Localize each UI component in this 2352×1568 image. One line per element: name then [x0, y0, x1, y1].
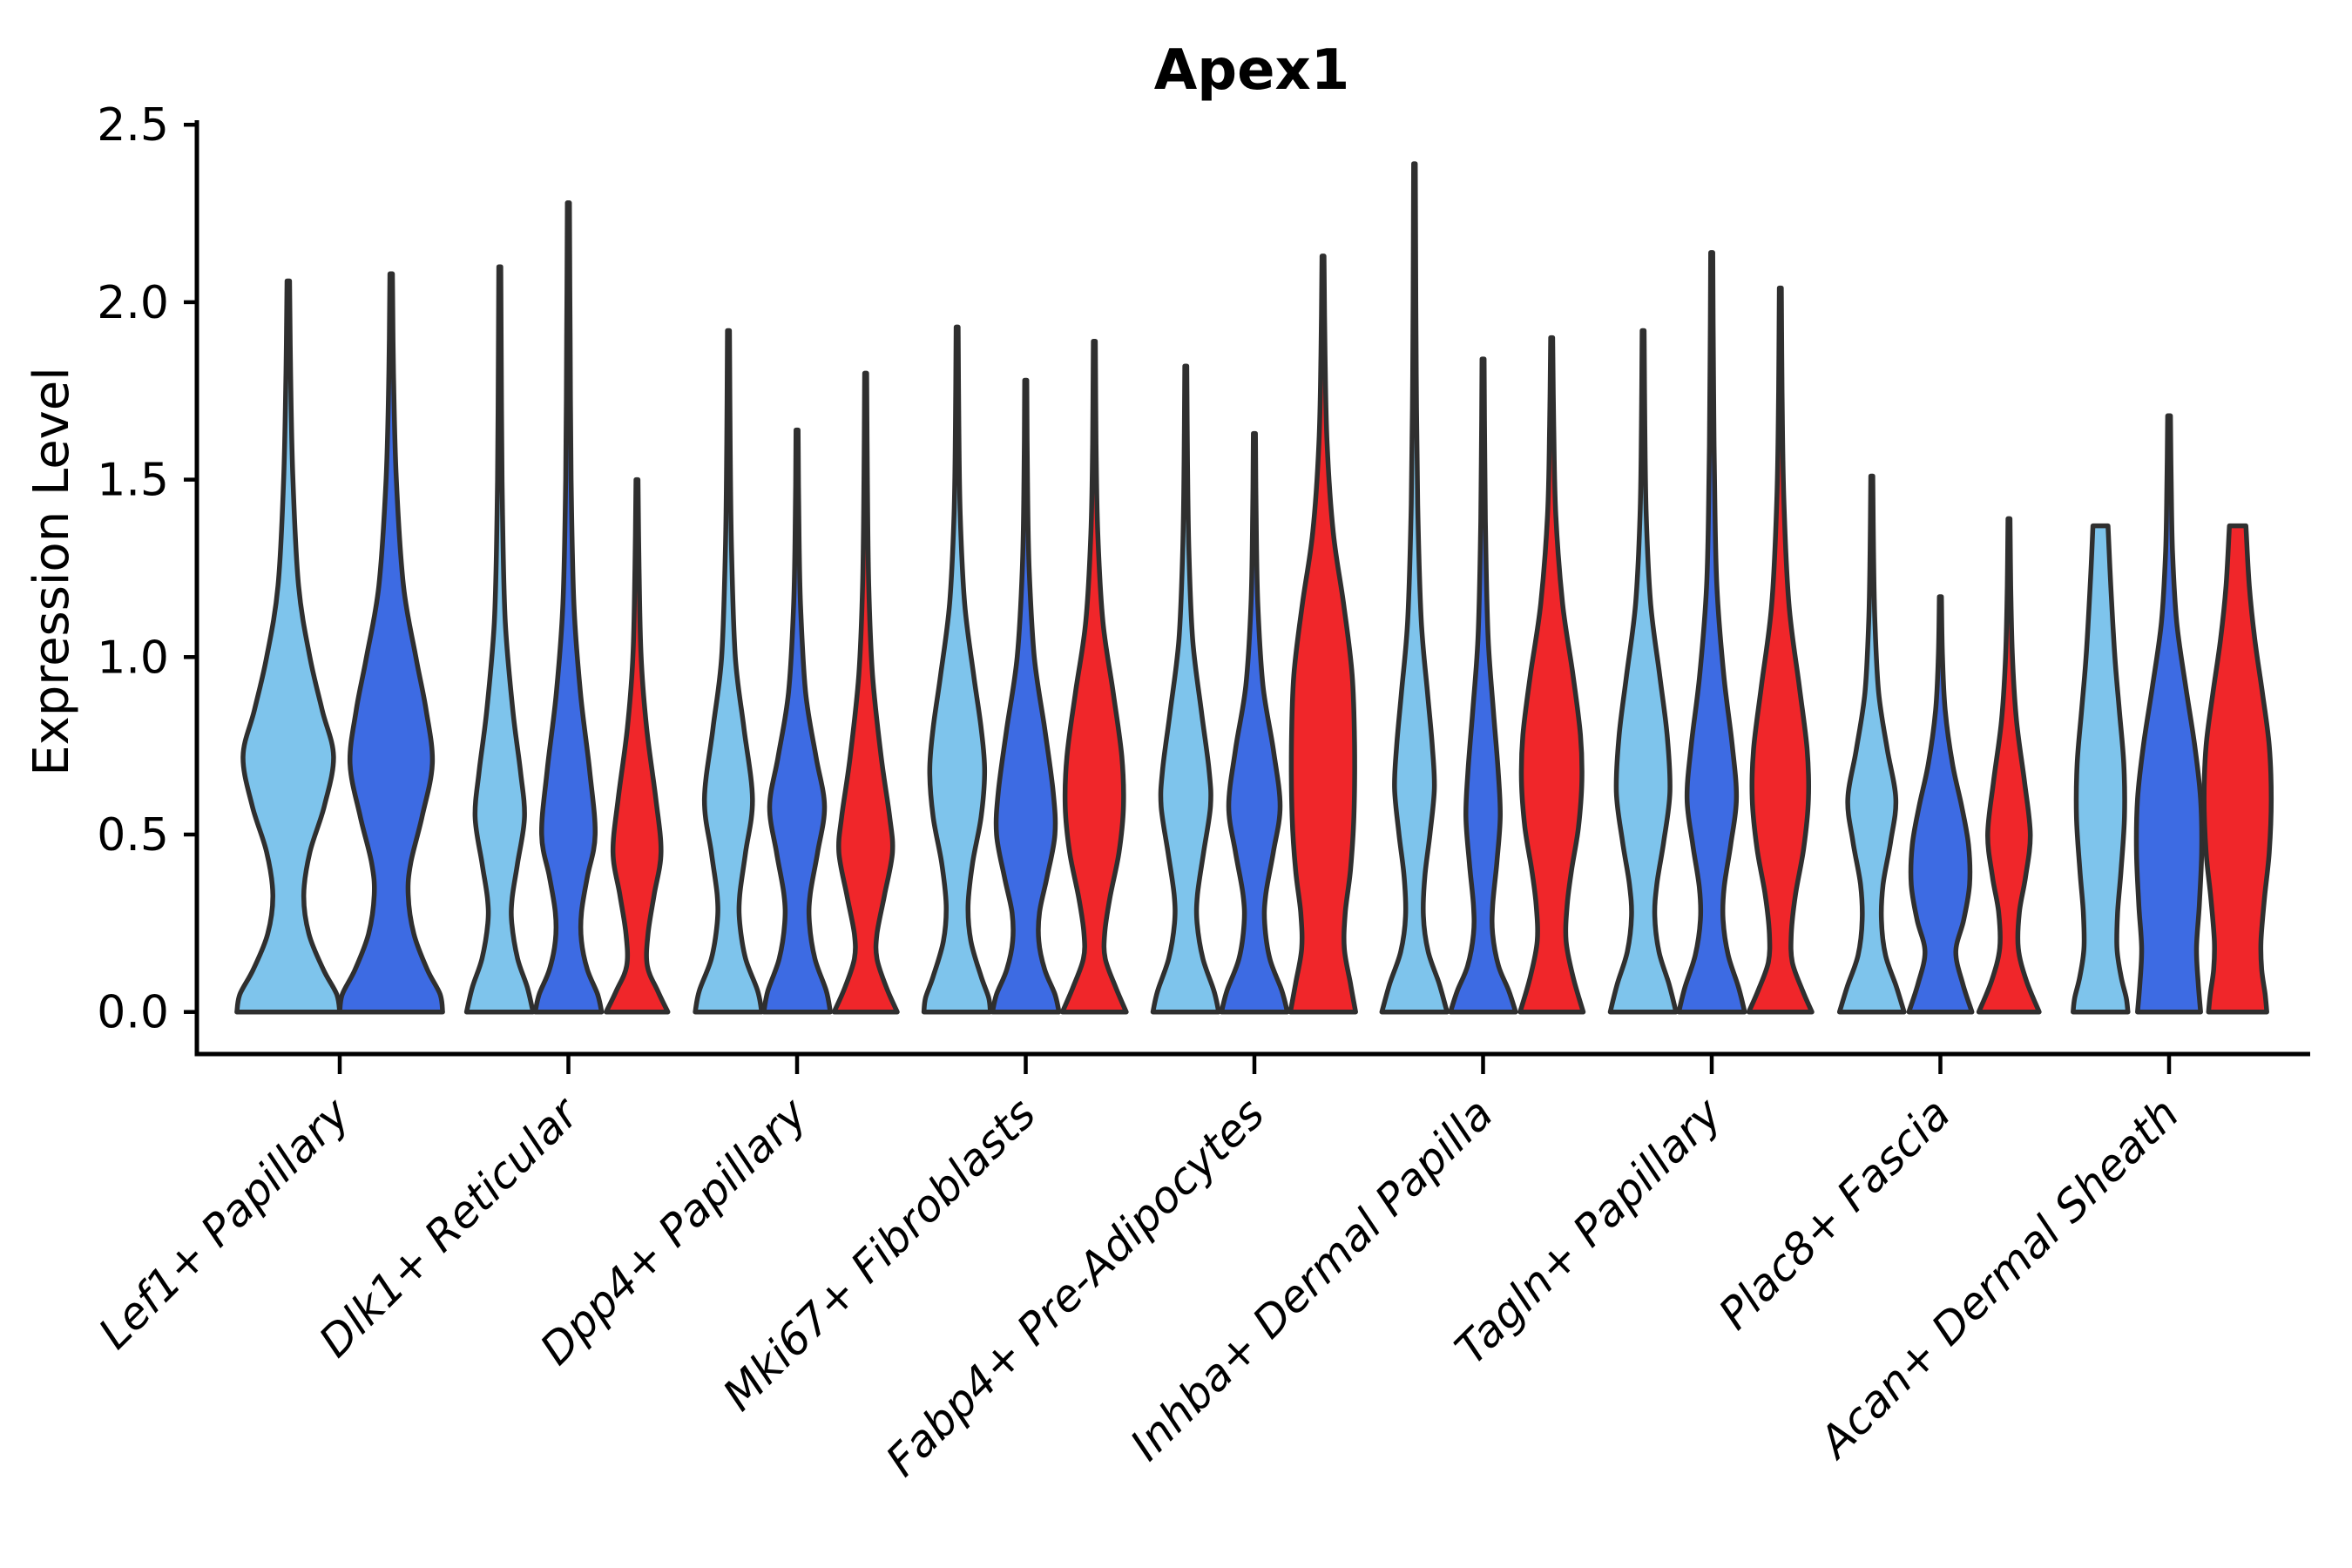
violin-light_blue [921, 324, 993, 1015]
x-tick-label: Lef1+ Papillary [89, 1087, 360, 1358]
violins-layer [234, 161, 2274, 1015]
y-tick-label: 2.5 [97, 99, 169, 152]
violin-dark_blue [761, 427, 833, 1015]
violin-dark_blue [1448, 356, 1518, 1015]
y-tick-label: 2.0 [97, 277, 169, 329]
violin-light_blue [1379, 161, 1450, 1015]
x-tick-label: Acan+ Dermal Sheath [1808, 1088, 2189, 1469]
violin-red [1288, 253, 1358, 1015]
violin-red [1976, 516, 2042, 1015]
x-tick-label: Inhba+ Dermal Papilla [1121, 1088, 1503, 1470]
y-axis-label: Expression Level [24, 367, 80, 776]
axes-layer [184, 120, 2310, 1074]
violin-red [2201, 523, 2274, 1015]
violin-dark_blue [1906, 594, 1975, 1015]
violin-light_blue [693, 328, 765, 1015]
y-tick-label: 0.0 [97, 987, 169, 1039]
violin-dark_blue [990, 377, 1062, 1015]
y-tick-label: 0.5 [97, 809, 169, 862]
violin-dark_blue [532, 200, 605, 1015]
violin-light_blue [1836, 473, 1907, 1015]
violin-dark_blue [1219, 430, 1290, 1015]
plot-title: Apex1 [1154, 38, 1350, 103]
y-tick-label: 1.5 [97, 455, 169, 507]
x-tick-label: Plac8+ Fascia [1709, 1088, 1960, 1339]
violin-red [831, 370, 900, 1015]
violin-dark_blue [337, 271, 445, 1015]
violin-red [1517, 335, 1586, 1015]
violin-light_blue [463, 264, 536, 1015]
violin-dark_blue [1676, 250, 1747, 1015]
violin-light_blue [234, 278, 342, 1015]
violin-red [604, 476, 671, 1015]
violin-light_blue [2071, 523, 2131, 1015]
violin-light_blue [1607, 328, 1679, 1015]
violin-red [1059, 338, 1129, 1015]
x-tick-label: Fabp4+ Pre-Adipocytes [876, 1088, 1274, 1486]
violin-red [1746, 285, 1815, 1015]
violin-dark_blue [2133, 413, 2205, 1015]
violin-light_blue [1150, 363, 1221, 1015]
y-tick-label: 1.0 [97, 632, 169, 684]
